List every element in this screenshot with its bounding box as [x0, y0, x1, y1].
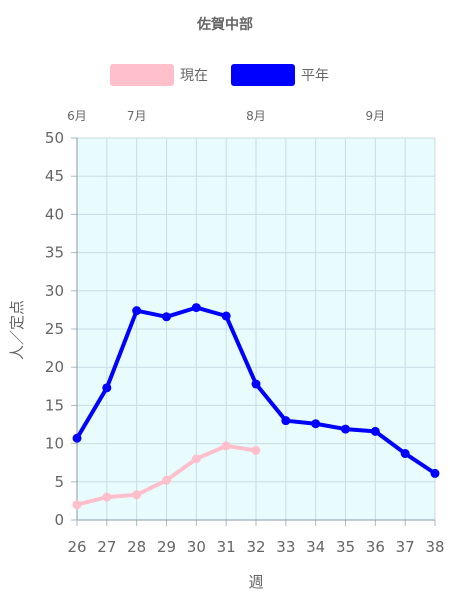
y-tick-labels: 0 5 10 15 20 25 30 35 40 45 50: [45, 129, 64, 529]
month-labels: 6月 7月 8月 9月: [67, 109, 385, 123]
series-1-point: [430, 468, 440, 478]
series-0: [72, 441, 261, 510]
series-1-point: [102, 383, 112, 393]
legend-swatch-current: [110, 64, 174, 86]
x-tick-label: 35: [336, 538, 355, 556]
series-1-point: [281, 416, 291, 426]
legend-item-normal[interactable]: 平年: [231, 62, 329, 88]
month-label: 7月: [127, 109, 147, 123]
x-tick-label: 29: [157, 538, 176, 556]
y-tick-label: 25: [45, 320, 64, 338]
series-0-point: [221, 441, 231, 451]
month-label: 6月: [67, 109, 87, 123]
legend-label-current: 現在: [180, 68, 208, 84]
chart-title: 佐賀中部: [197, 17, 253, 33]
x-tick-label: 32: [246, 538, 265, 556]
x-tick-label: 33: [276, 538, 295, 556]
series-0-point: [162, 475, 171, 485]
x-tick-label: 31: [217, 538, 236, 556]
x-tick-label: 26: [67, 538, 86, 556]
x-tick-label: 38: [425, 538, 444, 556]
y-tick-label: 45: [45, 167, 64, 185]
axes: [76, 138, 435, 521]
y-tick-label: 20: [45, 358, 64, 376]
x-tick-label: 28: [127, 538, 146, 556]
series-layer: [72, 303, 440, 510]
legend: 現在 平年: [0, 62, 450, 88]
y-tick-label: 10: [45, 435, 64, 453]
series-1-point: [400, 449, 410, 459]
series-0-point: [191, 454, 201, 464]
series-1: [72, 303, 440, 478]
y-tick-label: 30: [45, 282, 64, 300]
series-1-point: [162, 312, 171, 322]
y-tick-label: 15: [45, 396, 64, 414]
x-tick-label: 30: [187, 538, 206, 556]
x-tick-label: 34: [306, 538, 325, 556]
x-tick-labels: 26 27 28 29 30 31 32 33 34 35 36 37 38: [67, 538, 444, 556]
x-axis-label: 週: [248, 573, 263, 591]
x-tick-label: 27: [97, 538, 116, 556]
series-0-point: [132, 490, 142, 500]
series-1-point: [370, 426, 380, 436]
y-axis-label: 人／定点: [8, 300, 26, 360]
series-1-point: [221, 311, 231, 321]
y-tick-label: 35: [45, 244, 64, 262]
month-label: 9月: [366, 109, 386, 123]
series-1-point: [72, 433, 82, 443]
series-1-point: [132, 306, 142, 316]
legend-label-normal: 平年: [301, 68, 329, 84]
series-0-point: [72, 500, 82, 510]
y-tick-label: 5: [54, 473, 64, 491]
y-tick-label: 50: [45, 129, 64, 147]
x-tick-label: 36: [366, 538, 385, 556]
y-tick-label: 0: [54, 511, 64, 529]
series-0-point: [102, 492, 112, 502]
month-label: 8月: [246, 109, 266, 123]
series-1-point: [341, 424, 350, 434]
series-1-point: [191, 303, 201, 313]
y-tick-label: 40: [45, 205, 64, 223]
series-0-point: [251, 445, 261, 455]
series-1-point: [311, 419, 321, 429]
x-tick-label: 37: [396, 538, 415, 556]
series-1-point: [251, 379, 261, 389]
legend-item-current[interactable]: 現在: [110, 62, 208, 88]
legend-swatch-normal: [231, 64, 295, 86]
